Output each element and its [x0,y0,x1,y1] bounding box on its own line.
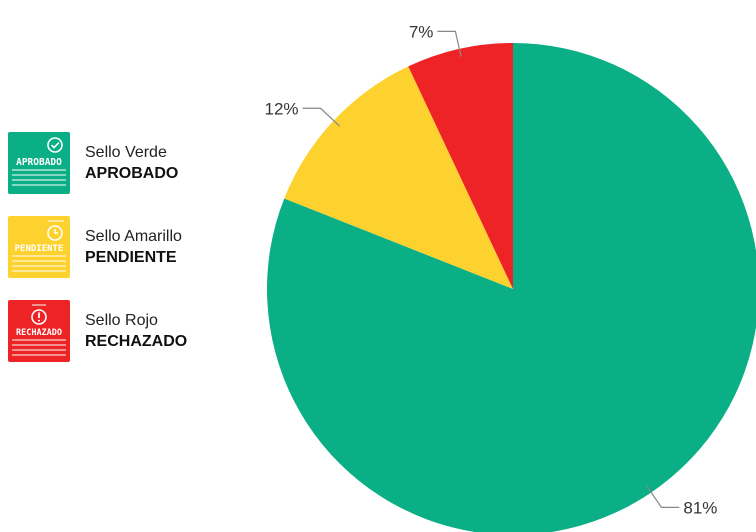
slice-label: 7% [409,22,434,41]
badge-label: APROBADO [16,157,62,168]
slice-label: 81% [683,498,717,517]
badge-label: RECHAZADO [16,328,62,338]
legend-item-rojo: RECHAZADO Sello Rojo RECHAZADO [8,300,187,362]
pie-slice [284,66,513,290]
exclamation-circle-icon [31,309,47,325]
clock-circle-icon [47,225,63,241]
check-circle-icon [47,137,63,153]
slice-label: 12% [265,99,299,118]
legend-name: Sello Amarillo [85,228,182,245]
legend-item-amarillo: PENDIENTE Sello Amarillo PENDIENTE [8,216,182,278]
badge-label: PENDIENTE [15,244,64,254]
badge-aprobado: APROBADO [8,132,70,194]
badge-pendiente: PENDIENTE [8,216,70,278]
badge-rechazado: RECHAZADO [8,300,70,362]
legend-status: PENDIENTE [85,249,177,266]
legend-name: Sello Rojo [85,312,158,329]
leader-line [646,485,680,508]
legend-name: Sello Verde [85,144,167,161]
legend-status: RECHAZADO [85,333,188,350]
pie-slice [408,43,513,289]
leader-line [302,107,340,127]
legend-item-verde: APROBADO Sello Verde APROBADO [8,132,178,194]
legend-status: APROBADO [85,165,179,182]
leader-line [437,30,462,57]
pie-slice [267,43,756,532]
